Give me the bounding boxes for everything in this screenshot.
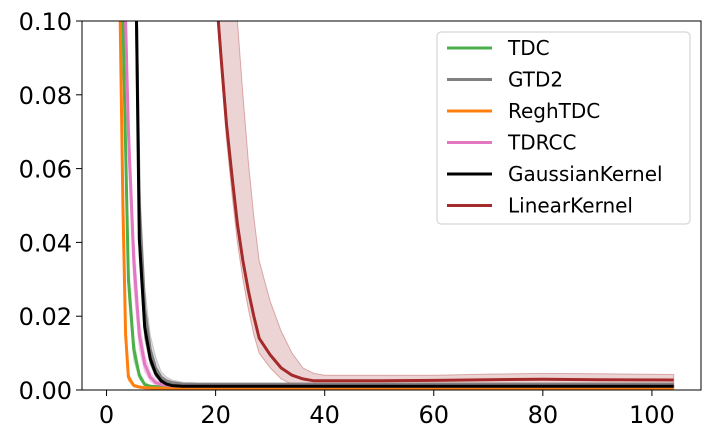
legend-label-gtd2: GTD2	[508, 68, 563, 92]
legend-label-gaussiankernel: GaussianKernel	[508, 162, 663, 186]
x-tick-label: 80	[528, 401, 559, 429]
y-tick-label: 0.06	[19, 156, 72, 184]
y-axis: 0.00 0.02 0.04 0.06 0.08 0.10	[19, 8, 82, 405]
plot-frame	[81, 20, 702, 391]
y-tick-label: 0.08	[19, 82, 72, 110]
legend-label-reghtdc: ReghTDC	[508, 99, 600, 123]
series-line-gtd2	[135, 21, 674, 386]
series-line-linearkernel	[216, 21, 674, 383]
series-line-reghtdc	[118, 21, 674, 390]
series-lines	[118, 21, 674, 390]
x-axis: 0 20 40 60 80 100	[99, 390, 675, 429]
x-tick-label: 100	[629, 401, 675, 429]
y-tick-label: 0.10	[19, 8, 72, 36]
x-tick-label: 40	[309, 401, 340, 429]
y-tick-label: 0.00	[19, 377, 72, 405]
y-tick-label: 0.02	[19, 303, 72, 331]
band-linearkernel	[217, 21, 675, 388]
legend: TDC GTD2 ReghTDC TDRCC GaussianKernel LinearK…	[436, 31, 691, 225]
legend-label-tdc: TDC	[507, 36, 550, 60]
x-tick-label: 0	[99, 401, 114, 429]
series-line-gaussiankernel	[135, 21, 674, 388]
legend-box	[436, 31, 691, 225]
y-tick-label: 0.04	[19, 229, 72, 257]
legend-label-tdrcc: TDRCC	[507, 131, 576, 155]
legend-label-linearkernel: LinearKernel	[508, 194, 633, 218]
x-tick-label: 60	[418, 401, 449, 429]
x-tick-label: 20	[200, 401, 231, 429]
